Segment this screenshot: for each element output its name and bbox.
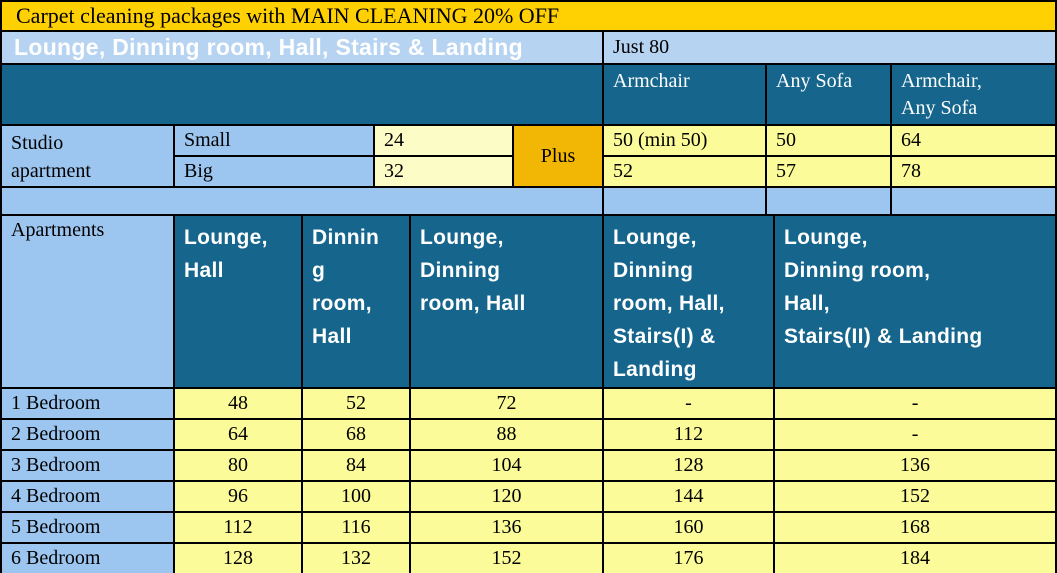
price-cell: 144 bbox=[602, 480, 775, 513]
price-cell: 128 bbox=[602, 449, 775, 482]
price-cell: 80 bbox=[173, 449, 303, 482]
price-cell: 152 bbox=[772, 480, 1057, 513]
price-cell: 48 bbox=[173, 387, 303, 420]
apartment-column-lounge-hall: Lounge, Hall bbox=[173, 214, 303, 389]
price-cell: 100 bbox=[301, 480, 411, 513]
bedroom-row: 4 Bedroom 96 100 120 144 152 bbox=[0, 480, 1057, 513]
studio-size-cell: Small bbox=[173, 124, 375, 157]
apartment-column-lounge-dinning-hall: Lounge, Dinning room, Hall bbox=[409, 214, 604, 389]
bedroom-label-cell: 4 Bedroom bbox=[0, 480, 175, 513]
bedroom-row: 1 Bedroom 48 52 72 - - bbox=[0, 387, 1057, 420]
price-cell: 160 bbox=[602, 511, 775, 544]
spacer-cell bbox=[889, 186, 1057, 216]
price-cell: 88 bbox=[409, 418, 604, 451]
column-header-armchair: Armchair bbox=[602, 63, 767, 126]
studio-price-cell: 32 bbox=[373, 155, 514, 188]
studio-price-cell: 24 bbox=[373, 124, 514, 157]
column-header-armchair-any-sofa: Armchair, Any Sofa bbox=[889, 63, 1057, 126]
price-cell: - bbox=[772, 387, 1057, 420]
bedroom-row: 2 Bedroom 64 68 88 112 - bbox=[0, 418, 1057, 451]
price-cell: 112 bbox=[173, 511, 303, 544]
price-cell: 120 bbox=[409, 480, 604, 513]
apartments-header-row: Apartments Lounge, Hall Dinnin g room, H… bbox=[0, 214, 1057, 389]
price-cell: 52 bbox=[301, 387, 411, 420]
price-cell: 64 bbox=[173, 418, 303, 451]
studio-armchair-sofa-price: 64 bbox=[889, 124, 1057, 157]
price-cell: 112 bbox=[602, 418, 775, 451]
studio-armchair-price: 52 bbox=[602, 155, 767, 188]
spacer-cell bbox=[602, 186, 767, 216]
plus-cell: Plus bbox=[512, 124, 604, 188]
bundle-row: Lounge, Dinning room, Hall, Stairs & Lan… bbox=[0, 30, 1057, 65]
studio-any-sofa-price: 57 bbox=[765, 155, 892, 188]
price-cell: 68 bbox=[301, 418, 411, 451]
price-cell: 136 bbox=[772, 449, 1057, 482]
bedroom-row: 5 Bedroom 112 116 136 160 168 bbox=[0, 511, 1057, 544]
title-row: Carpet cleaning packages with MAIN CLEAN… bbox=[0, 0, 1057, 32]
studio-size-cell: Big bbox=[173, 155, 375, 188]
bedroom-label-cell: 3 Bedroom bbox=[0, 449, 175, 482]
price-cell: 168 bbox=[772, 511, 1057, 544]
price-cell: 84 bbox=[301, 449, 411, 482]
bedroom-row: 3 Bedroom 80 84 104 128 136 bbox=[0, 449, 1057, 482]
spacer-cell bbox=[765, 186, 892, 216]
bedroom-label-cell: 6 Bedroom bbox=[0, 542, 175, 573]
item-columns-row: Armchair Any Sofa Armchair, Any Sofa bbox=[0, 63, 1057, 126]
price-cell: 136 bbox=[409, 511, 604, 544]
price-cell: 72 bbox=[409, 387, 604, 420]
bundle-price-cell: Just 80 bbox=[601, 30, 1057, 65]
empty-navy-cell bbox=[0, 63, 604, 126]
apartment-column-stairs2-landing: Lounge, Dinning room, Hall, Stairs(II) &… bbox=[772, 214, 1057, 389]
studio-armchair-sofa-price: 78 bbox=[889, 155, 1057, 188]
bedroom-label-cell: 5 Bedroom bbox=[0, 511, 175, 544]
table-title: Carpet cleaning packages with MAIN CLEAN… bbox=[0, 0, 1057, 32]
studio-big-row: Big 32 52 57 78 bbox=[1, 155, 1057, 188]
studio-label-cell: Studio apartment bbox=[0, 124, 175, 188]
studio-armchair-price: 50 (min 50) bbox=[602, 124, 767, 157]
studio-small-row: Studio apartment Small 24 Plus 50 (min 5… bbox=[0, 124, 1057, 188]
price-cell: 96 bbox=[173, 480, 303, 513]
studio-any-sofa-price: 50 bbox=[765, 124, 892, 157]
spacer-cell bbox=[0, 186, 604, 216]
price-cell: 176 bbox=[602, 542, 775, 573]
price-cell: 184 bbox=[772, 542, 1057, 573]
price-cell: - bbox=[602, 387, 775, 420]
bundle-header-cell: Lounge, Dinning room, Hall, Stairs & Lan… bbox=[0, 30, 604, 65]
apartment-column-stairs1-landing: Lounge, Dinning room, Hall, Stairs(I) & … bbox=[602, 214, 775, 389]
price-cell: 132 bbox=[301, 542, 411, 573]
spacer-row bbox=[0, 186, 1057, 216]
apartment-column-dinning-room-hall: Dinnin g room, Hall bbox=[301, 214, 411, 389]
price-cell: 128 bbox=[173, 542, 303, 573]
bedroom-row: 6 Bedroom 128 132 152 176 184 bbox=[0, 542, 1057, 573]
price-cell: 152 bbox=[409, 542, 604, 573]
column-header-any-sofa: Any Sofa bbox=[765, 63, 892, 126]
apartments-label-cell: Apartments bbox=[0, 214, 175, 389]
price-cell: 116 bbox=[301, 511, 411, 544]
bedroom-label-cell: 2 Bedroom bbox=[0, 418, 175, 451]
price-cell: - bbox=[772, 418, 1057, 451]
bedroom-label-cell: 1 Bedroom bbox=[0, 387, 175, 420]
price-cell: 104 bbox=[409, 449, 604, 482]
